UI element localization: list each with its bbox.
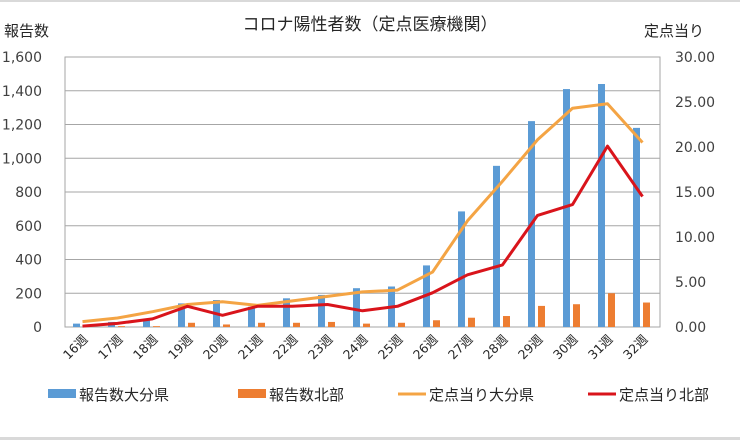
legend-label: 定点当り北部 (619, 386, 709, 404)
bar-1-27週 (468, 317, 475, 327)
y-tick-label: 1,000 (2, 151, 42, 167)
y2-tick-label: 5.00 (675, 275, 706, 291)
bar-1-23週 (328, 321, 335, 327)
legend-label: 報告数北部 (269, 386, 344, 404)
y-tick-label: 1,200 (2, 118, 42, 134)
x-tick-label: 22週 (270, 331, 301, 362)
bar-1-28週 (503, 316, 510, 327)
bar-0-27週 (458, 211, 465, 327)
x-tick-label: 17週 (95, 331, 126, 362)
y-tick-label: 0 (33, 320, 42, 336)
bar-0-31週 (598, 84, 605, 327)
legend: 報告数大分県 報告数北部 定点当り大分県 定点当り北部 (48, 386, 709, 404)
bar-1-31週 (608, 293, 615, 327)
x-tick-label: 25週 (375, 331, 406, 362)
bar-1-30週 (573, 304, 580, 327)
bar-1-18週 (153, 326, 160, 327)
lines (82, 102, 644, 328)
bar-1-25週 (398, 322, 405, 327)
y2-tick-label: 25.00 (675, 95, 715, 111)
legend-swatch-1 (238, 389, 266, 398)
y2-tick-label: 30.00 (675, 50, 715, 66)
x-tick-label: 19週 (165, 331, 196, 362)
bar-0-22週 (283, 298, 290, 327)
x-axis: 16週 17週 18週 19週 20週 21週 22週 23週 24週 25週 26週 27週 28週 2… (60, 331, 651, 362)
line-series-2 (82, 102, 644, 324)
x-tick-label: 32週 (620, 331, 651, 362)
y-axis-title-right: 定点当り (644, 22, 704, 40)
bar-0-16週 (73, 323, 80, 327)
y-tick-label: 800 (15, 185, 42, 201)
bar-0-18週 (143, 318, 150, 327)
x-tick-label: 20週 (200, 331, 231, 362)
x-tick-label: 24週 (340, 331, 371, 362)
bar-0-19週 (178, 303, 185, 327)
x-tick-label: 26週 (410, 331, 441, 362)
legend-label: 定点当り大分県 (429, 386, 534, 404)
bar-1-29週 (538, 305, 545, 327)
y-axis-title-left: 報告数 (4, 22, 49, 40)
x-tick-label: 18週 (130, 331, 161, 362)
x-tick-label: 27週 (445, 331, 476, 362)
legend-swatch-0 (48, 389, 76, 398)
bar-0-32週 (633, 127, 640, 327)
bar-1-26週 (433, 320, 440, 327)
chart-title: コロナ陽性者数（定点医療機関） (243, 15, 498, 35)
bar-1-22週 (293, 322, 300, 327)
bar-0-30週 (563, 89, 570, 327)
x-tick-label: 23週 (305, 331, 336, 362)
x-tick-label: 21週 (235, 331, 266, 362)
gridlines (64, 56, 661, 328)
bar-1-17週 (118, 326, 125, 327)
x-tick-label: 29週 (515, 331, 546, 362)
x-tick-label: 31週 (585, 331, 616, 362)
plot-area-border (64, 56, 661, 328)
legend-label: 報告数大分県 (79, 386, 169, 404)
y-tick-label: 200 (15, 286, 42, 302)
bar-1-32週 (643, 302, 650, 327)
bar-0-23週 (318, 294, 325, 327)
y-tick-label: 1,400 (2, 84, 42, 100)
bar-0-28週 (493, 165, 500, 327)
y2-tick-label: 15.00 (675, 185, 715, 201)
bar-0-24週 (353, 288, 360, 327)
y-tick-label: 600 (15, 219, 42, 235)
x-tick-label: 16週 (60, 331, 91, 362)
x-tick-label: 30週 (550, 331, 581, 362)
y2-tick-label: 10.00 (675, 230, 715, 246)
x-tick-label: 28週 (480, 331, 511, 362)
line-series-3 (82, 144, 644, 328)
bar-1-21週 (258, 322, 265, 327)
y-tick-label: 400 (15, 253, 42, 269)
bar-1-20週 (223, 324, 230, 327)
bar-0-21週 (248, 306, 255, 327)
y-axis-right: 0.00 5.00 10.00 15.00 20.00 25.00 30.00 (675, 50, 715, 336)
y-tick-label: 1,600 (2, 50, 42, 66)
bar-1-24週 (363, 323, 370, 327)
y2-tick-label: 20.00 (675, 140, 715, 156)
y-axis-left: 0 200 400 600 800 1,000 1,200 1,400 1,600 (2, 50, 42, 336)
bar-1-19週 (188, 322, 195, 327)
y2-tick-label: 0.00 (675, 320, 706, 336)
